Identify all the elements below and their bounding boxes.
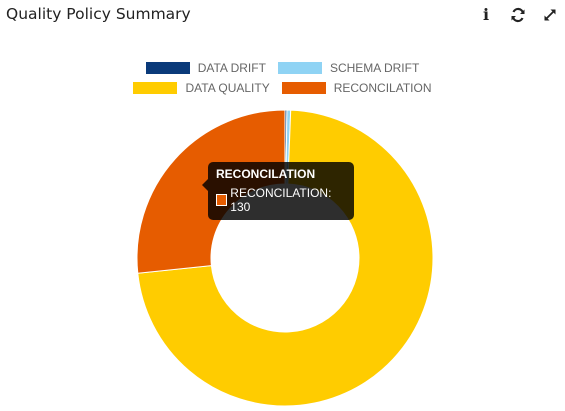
slice-data-quality[interactable] — [137, 109, 434, 407]
legend-label: SCHEMA DRIFT — [329, 61, 420, 75]
info-icon: i — [482, 5, 490, 24]
legend-item-data-drift[interactable]: DATA DRIFT — [145, 61, 266, 75]
expand-icon — [544, 9, 556, 21]
legend-item-data-quality[interactable]: DATA QUALITY — [133, 81, 270, 95]
tooltip-title: RECONCILATION — [216, 167, 316, 181]
info-button[interactable]: i — [477, 6, 495, 24]
legend-item-schema-drift[interactable]: SCHEMA DRIFT — [277, 61, 420, 75]
tooltip-label: RECONCILATION: 130 — [230, 186, 332, 214]
legend-label: DATA QUALITY — [185, 81, 270, 95]
chart-tooltip: RECONCILATION RECONCILATION: 130 — [202, 162, 354, 220]
legend-swatch — [277, 62, 322, 74]
legend-label: DATA DRIFT — [197, 61, 266, 75]
legend-swatch — [133, 82, 178, 94]
toolbar: i — [477, 6, 559, 24]
chart-title: Quality Policy Summary — [6, 5, 191, 23]
refresh-button[interactable] — [509, 6, 527, 24]
tooltip-swatch — [216, 194, 228, 206]
legend-swatch — [281, 82, 326, 94]
tooltip-row: RECONCILATION: 130 — [216, 186, 346, 214]
legend-swatch — [145, 62, 190, 74]
expand-button[interactable] — [541, 6, 559, 24]
legend-item-reconcilation[interactable]: RECONCILATION — [281, 81, 432, 95]
legend-label: RECONCILATION — [333, 81, 432, 95]
refresh-icon — [511, 7, 525, 23]
chart-legend: DATA DRIFT SCHEMA DRIFT DATA QUALITY RECONC… — [0, 61, 565, 95]
